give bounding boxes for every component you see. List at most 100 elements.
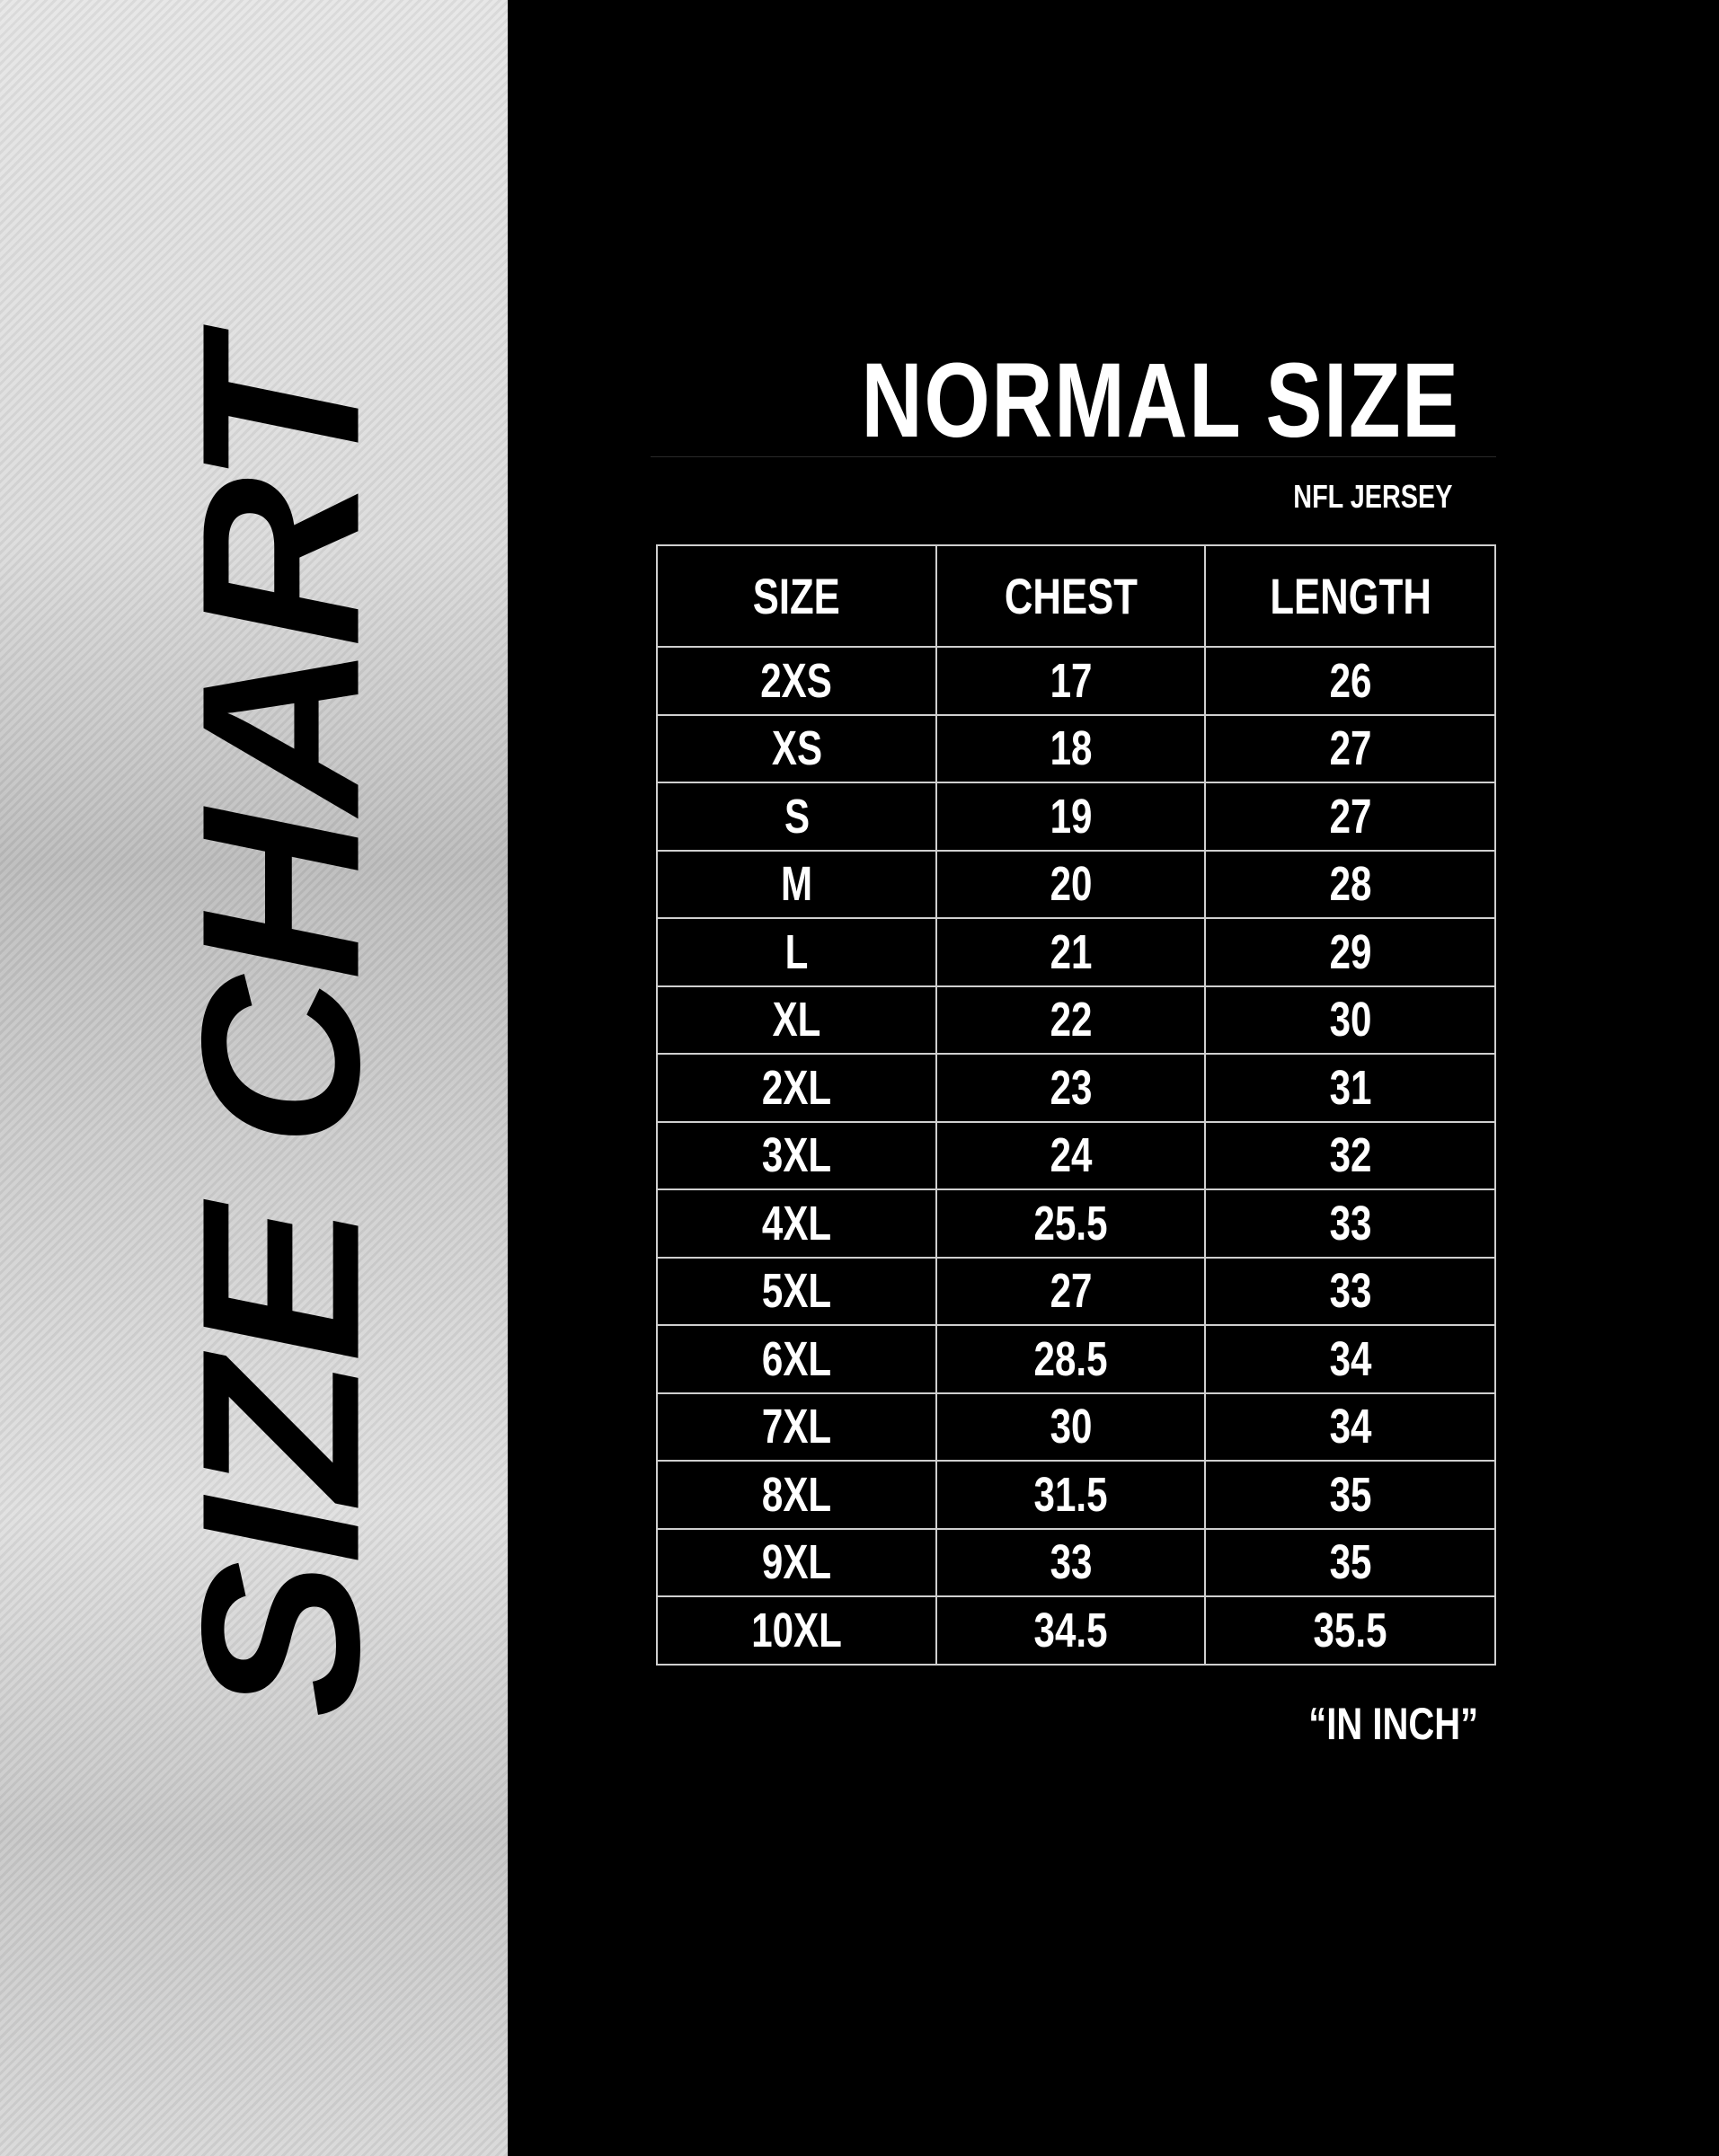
cell-size: 5XL (655, 1256, 938, 1326)
cell-value: 9XL (761, 1535, 832, 1590)
cell-size: 7XL (655, 1392, 938, 1462)
cell-chest: 25.5 (935, 1188, 1207, 1259)
table-row: 3XL 24 32 (655, 1120, 1496, 1190)
size-chart-vertical-title: SIZE CHART (152, 345, 410, 1718)
cell-value: 8XL (761, 1467, 832, 1522)
cell-chest: 28.5 (935, 1324, 1207, 1394)
cell-value: 27 (1050, 1264, 1093, 1319)
cell-length: 33 (1204, 1188, 1496, 1259)
cell-value: 7XL (761, 1400, 832, 1454)
cell-length: 30 (1204, 985, 1496, 1055)
cell-value: 10XL (751, 1603, 842, 1657)
cell-size: 9XL (655, 1527, 938, 1597)
cell-value: XL (772, 993, 821, 1047)
cell-value: 2XS (760, 653, 833, 708)
cell-value: 31.5 (1033, 1467, 1108, 1522)
cell-chest: 23 (935, 1053, 1207, 1123)
cell-size: XL (655, 985, 938, 1055)
cell-length: 35.5 (1204, 1595, 1496, 1666)
cell-value: 35 (1329, 1467, 1372, 1522)
table-row: XS 18 27 (655, 713, 1496, 783)
table-row: 2XS 17 26 (655, 646, 1496, 716)
cell-chest: 20 (935, 849, 1207, 919)
column-header-chest: CHEST (935, 544, 1207, 648)
cell-chest: 18 (935, 713, 1207, 783)
table-row: L 21 29 (655, 917, 1496, 987)
header-label: CHEST (1004, 568, 1138, 624)
cell-chest: 34.5 (935, 1595, 1207, 1666)
cell-chest: 22 (935, 985, 1207, 1055)
cell-size: 4XL (655, 1188, 938, 1259)
column-header-length: LENGTH (1204, 544, 1496, 648)
cell-value: 34 (1329, 1400, 1372, 1454)
cell-length: 28 (1204, 849, 1496, 919)
cell-length: 34 (1204, 1392, 1496, 1462)
table-row: 8XL 31.5 35 (655, 1460, 1496, 1530)
table-row: 5XL 27 33 (655, 1256, 1496, 1326)
cell-value: 28.5 (1033, 1331, 1108, 1386)
header-label: LENGTH (1269, 568, 1431, 624)
cell-value: 35 (1329, 1535, 1372, 1590)
cell-length: 32 (1204, 1120, 1496, 1190)
cell-value: S (784, 789, 810, 844)
cell-chest: 24 (935, 1120, 1207, 1190)
cell-value: 24 (1050, 1128, 1093, 1183)
cell-size: 6XL (655, 1324, 938, 1394)
cell-value: 23 (1050, 1060, 1093, 1115)
cell-value: 18 (1050, 721, 1093, 776)
cell-size: 2XS (655, 646, 938, 716)
cell-value: 6XL (761, 1331, 832, 1386)
table-row: 4XL 25.5 33 (655, 1188, 1496, 1259)
table-row: 7XL 30 34 (655, 1392, 1496, 1462)
cell-value: 5XL (761, 1264, 832, 1319)
cell-size: 10XL (655, 1595, 938, 1666)
cell-chest: 17 (935, 646, 1207, 716)
cell-length: 27 (1204, 782, 1496, 852)
table-row: 10XL 34.5 35.5 (655, 1595, 1496, 1666)
column-header-size: SIZE (655, 544, 938, 648)
cell-size: XS (655, 713, 938, 783)
cell-value: 17 (1050, 653, 1093, 708)
cell-size: L (655, 917, 938, 987)
cell-chest: 21 (935, 917, 1207, 987)
cell-length: 35 (1204, 1527, 1496, 1597)
cell-value: 33 (1329, 1264, 1372, 1319)
cell-value: 19 (1050, 789, 1093, 844)
cell-value: 30 (1050, 1400, 1093, 1454)
subtitle: NFL JERSEY (1292, 478, 1452, 515)
cell-value: 33 (1329, 1196, 1372, 1250)
size-chart-text: SIZE CHART (155, 344, 406, 1719)
cell-value: XS (771, 721, 822, 776)
cell-size: 2XL (655, 1053, 938, 1123)
cell-value: 22 (1050, 993, 1093, 1047)
cell-value: 35.5 (1313, 1603, 1387, 1657)
cell-value: L (784, 924, 809, 979)
table-row: 6XL 28.5 34 (655, 1324, 1496, 1394)
cell-value: 31 (1329, 1060, 1372, 1115)
cell-length: 35 (1204, 1460, 1496, 1530)
cell-length: 33 (1204, 1256, 1496, 1326)
cell-size: M (655, 849, 938, 919)
cell-value: 29 (1329, 924, 1372, 979)
cell-value: 21 (1050, 924, 1093, 979)
cell-chest: 33 (935, 1527, 1207, 1597)
unit-note: “IN INCH” (1308, 1699, 1478, 1749)
cell-length: 27 (1204, 713, 1496, 783)
cell-value: 34.5 (1033, 1603, 1108, 1657)
cell-value: 2XL (761, 1060, 832, 1115)
cell-value: 4XL (761, 1196, 832, 1250)
table-row: 9XL 33 35 (655, 1527, 1496, 1597)
cell-chest: 30 (935, 1392, 1207, 1462)
cell-size: S (655, 782, 938, 852)
cell-value: 33 (1050, 1535, 1093, 1590)
cell-value: 27 (1329, 721, 1372, 776)
cell-length: 29 (1204, 917, 1496, 987)
cell-value: 32 (1329, 1128, 1372, 1183)
cell-value: 20 (1050, 857, 1093, 912)
table-header-row: SIZE CHEST LENGTH (655, 544, 1496, 648)
cell-value: M (780, 857, 813, 912)
fabric-background-panel: SIZE CHART (0, 0, 508, 2156)
cell-value: 27 (1329, 789, 1372, 844)
cell-length: 26 (1204, 646, 1496, 716)
cell-chest: 19 (935, 782, 1207, 852)
